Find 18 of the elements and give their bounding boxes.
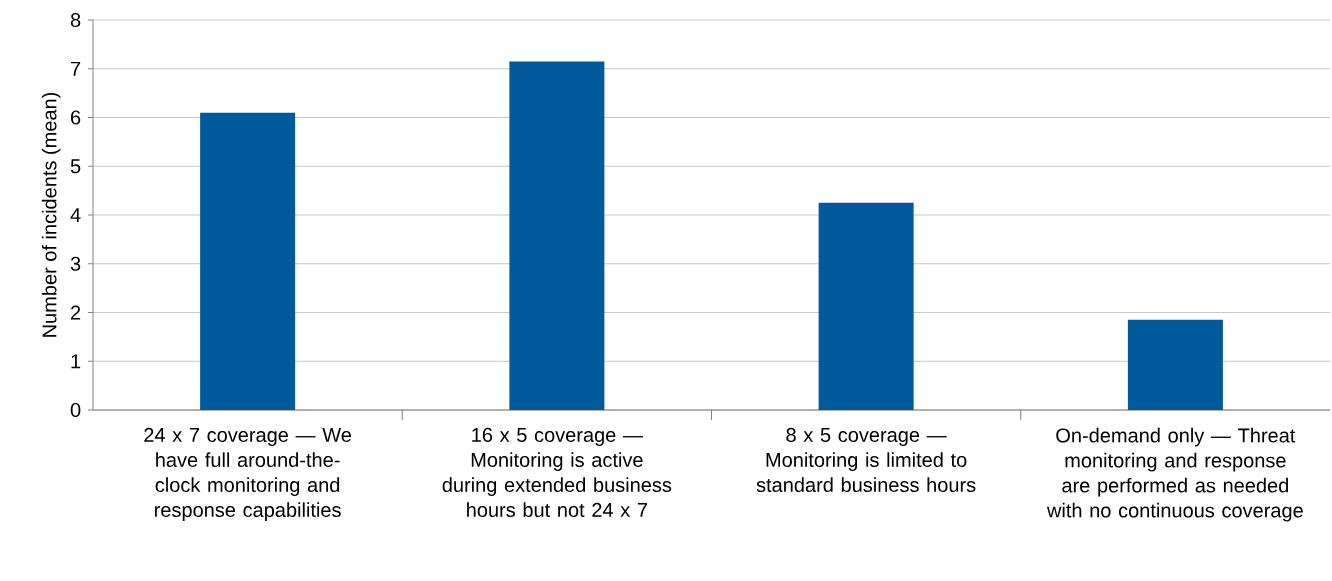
y-tick-label: 8: [70, 12, 81, 28]
bar: [509, 61, 605, 410]
x-tick-label: 8 x 5 coverage — Monitoring is limited to standard business hours: [756, 427, 976, 493]
x-tick-label: On-demand only — Threat monitoring and response are performed as needed with no continuous coverage: [1046, 427, 1303, 522]
bar: [1127, 319, 1223, 410]
y-tick-label: 3: [70, 256, 81, 271]
bar: [818, 202, 914, 410]
y-tick-label: 5: [70, 159, 81, 174]
x-tick-label: 24 x 7 coverage — We have full around-the-clock monitoring and response capabilities: [144, 427, 352, 521]
y-tick-label: 2: [71, 305, 81, 320]
y-tick-label: 7: [71, 61, 81, 76]
y-tick-label: 4: [70, 208, 81, 222]
x-tick-label: 16 x 5 coverage — Monitoring is active during extended business hours but not 24 x 7: [442, 427, 672, 518]
y-axis-title: Number of incidents (mean): [41, 92, 61, 337]
y-tick-label: 6: [71, 110, 81, 125]
y-tick-label: 1: [71, 354, 81, 369]
y-tick-label: 0: [70, 402, 81, 418]
bar: [200, 112, 296, 410]
